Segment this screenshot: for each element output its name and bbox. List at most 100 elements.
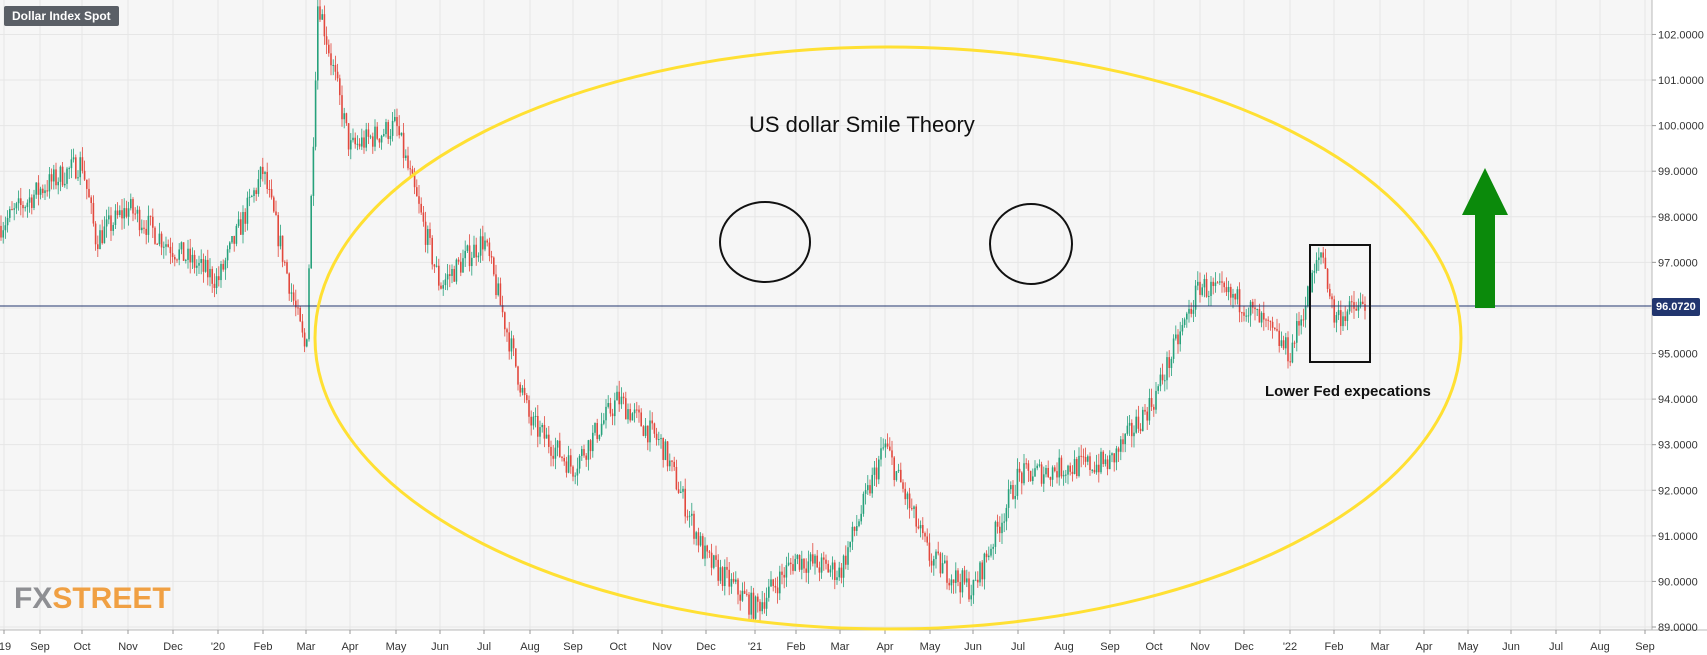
candle-body (292, 292, 295, 301)
candle-body (286, 262, 288, 274)
candle-body (468, 245, 471, 267)
candle-body (838, 567, 840, 578)
candle-body (268, 188, 271, 190)
candle-body (530, 416, 532, 426)
candle-body (1040, 464, 1043, 484)
candle-body (1142, 409, 1144, 432)
right-eye-circle (989, 203, 1073, 285)
candle-body (1298, 321, 1300, 326)
candle-body (490, 256, 493, 258)
candle-body (1084, 456, 1087, 462)
candle-body (752, 592, 755, 619)
x-tick-label: '21 (748, 641, 762, 653)
candle-body (809, 554, 812, 562)
candle-body (398, 126, 400, 136)
candle-body (959, 582, 961, 593)
candle-body (871, 474, 873, 494)
candle-body (1078, 455, 1080, 476)
candle-body (554, 447, 557, 459)
candle-body (988, 555, 990, 558)
candle-body (352, 137, 354, 141)
candle-body (1080, 455, 1082, 457)
candle-body (1181, 324, 1184, 332)
candle-body (779, 571, 781, 594)
candle-body (653, 423, 656, 434)
candle-body (182, 242, 185, 261)
candle-body (68, 168, 70, 170)
candle-body (295, 300, 297, 308)
x-tick-label: Feb (787, 641, 806, 653)
candle-body (1307, 286, 1309, 307)
candle-body (262, 166, 264, 175)
candle-body (966, 578, 968, 583)
x-tick-label: Jul (1011, 641, 1025, 653)
candle-body (405, 155, 407, 158)
candle-body (1093, 469, 1096, 473)
candle-body (1236, 289, 1239, 300)
candle-body (94, 223, 97, 245)
candle-body (383, 134, 385, 136)
candle-body (1355, 308, 1357, 311)
candle-body (576, 468, 579, 476)
candle-body (1289, 361, 1291, 363)
candle-body (442, 285, 444, 289)
candle-body (697, 532, 700, 546)
candle-body (378, 138, 381, 143)
candle-body (345, 113, 348, 124)
candle-body (1087, 456, 1089, 462)
candle-body (116, 210, 119, 215)
candle-body (856, 526, 858, 531)
candle-body (253, 190, 255, 196)
candle-body (1168, 357, 1170, 368)
candle-body (90, 197, 92, 203)
candle-body (325, 36, 328, 45)
candle-body (759, 601, 761, 612)
candle-body (1199, 281, 1201, 295)
candle-body (994, 521, 997, 547)
candle-body (1159, 374, 1162, 387)
candle-body (42, 188, 44, 194)
candle-body (776, 587, 779, 594)
candle-body (1183, 319, 1186, 325)
candle-body (1362, 301, 1364, 305)
x-tick-label: Dec (163, 641, 183, 653)
candle-body (361, 137, 363, 147)
candle-body (754, 596, 757, 619)
y-tick-label: 101.0000 (1658, 75, 1704, 87)
candle-body (1219, 281, 1221, 283)
candle-body (840, 567, 843, 578)
candle-body (418, 196, 420, 204)
candle-body (270, 189, 273, 198)
candle-body (299, 308, 301, 322)
candle-body (1016, 468, 1019, 496)
y-tick-label: 97.0000 (1658, 257, 1698, 269)
candle-body (1076, 458, 1078, 476)
x-tick-label: May (386, 641, 407, 653)
candle-body (108, 215, 110, 220)
candle-body (48, 174, 51, 192)
candle-body (1357, 305, 1360, 311)
candle-body (1069, 465, 1071, 472)
candle-body (556, 440, 559, 448)
x-tick-label: May (920, 641, 941, 653)
candle-body (1346, 311, 1349, 321)
candle-body (1190, 308, 1192, 314)
candle-body (420, 203, 422, 213)
candle-body (1315, 260, 1318, 271)
candle-body (607, 403, 609, 407)
candle-body (675, 466, 678, 490)
candle-body (1133, 432, 1135, 437)
candle-body (1034, 468, 1036, 477)
candle-body (757, 596, 759, 602)
candle-body (792, 564, 794, 571)
candle-body (952, 579, 955, 583)
candle-body (1100, 451, 1102, 473)
candle-body (1353, 302, 1355, 309)
candle-body (6, 217, 9, 226)
candle-body (1023, 463, 1025, 484)
candle-body (1073, 458, 1076, 474)
candle-body (1124, 433, 1126, 445)
candle-body (149, 215, 152, 217)
candle-body (319, 6, 321, 20)
candle-body (1128, 422, 1131, 426)
